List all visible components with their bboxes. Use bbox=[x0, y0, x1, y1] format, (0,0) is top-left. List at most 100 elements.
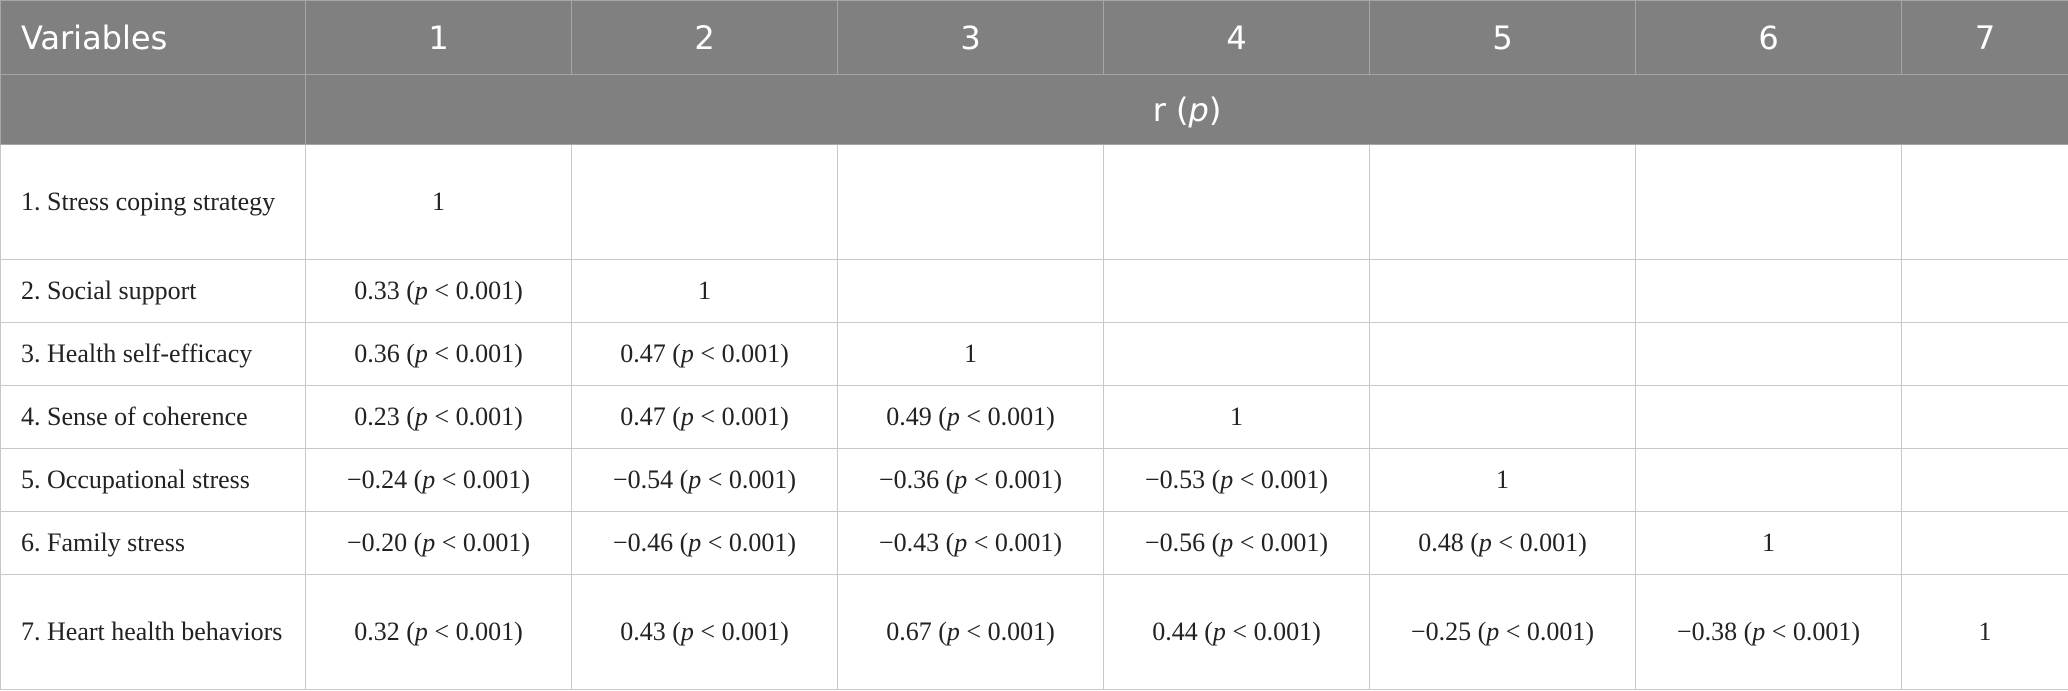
italic-text: p bbox=[414, 276, 428, 305]
italic-text: p bbox=[414, 402, 428, 431]
body-row: 4. Sense of coherence 0.23 (p < 0.001) 0.4… bbox=[0, 385, 2068, 449]
text: −0.38 ( bbox=[1676, 617, 1753, 646]
italic-text: p bbox=[946, 617, 960, 646]
body-row: 7. Heart health behaviors 0.32 (p < 0.001… bbox=[0, 574, 2068, 690]
row-label: 4. Sense of coherence bbox=[0, 385, 306, 449]
italic-text: p bbox=[946, 402, 960, 431]
text: < 0.001) bbox=[427, 339, 523, 368]
text: −0.46 ( bbox=[612, 528, 689, 557]
correlation-cell: 0.44 (p < 0.001) bbox=[1103, 574, 1370, 690]
text: 0.43 ( bbox=[620, 617, 681, 646]
text: r ( bbox=[1152, 90, 1189, 129]
text: < 0.001) bbox=[967, 528, 1063, 557]
text: < 0.001) bbox=[1233, 528, 1329, 557]
italic-text: p bbox=[680, 617, 694, 646]
column-number: 1 bbox=[305, 0, 572, 75]
text: < 0.001) bbox=[427, 276, 523, 305]
empty-cell bbox=[1103, 144, 1370, 260]
correlation-cell: −0.54 (p < 0.001) bbox=[571, 448, 838, 512]
text: −0.53 ( bbox=[1144, 465, 1221, 494]
subheader-cell: r (p) bbox=[305, 74, 2068, 145]
correlation-cell: −0.20 (p < 0.001) bbox=[305, 511, 572, 575]
body-row: 2. Social support 0.33 (p < 0.001) 1 bbox=[0, 259, 2068, 323]
correlation-cell: 0.47 (p < 0.001) bbox=[571, 385, 838, 449]
row-label: 1. Stress coping strategy bbox=[0, 144, 306, 260]
text: < 0.001) bbox=[1225, 617, 1321, 646]
empty-cell bbox=[1635, 322, 1902, 386]
correlation-cell: 0.43 (p < 0.001) bbox=[571, 574, 838, 690]
italic-text: p bbox=[414, 339, 428, 368]
row-label: 5. Occupational stress bbox=[0, 448, 306, 512]
empty-cell bbox=[1369, 385, 1636, 449]
body-row: 3. Health self-efficacy 0.36 (p < 0.001) 0… bbox=[0, 322, 2068, 386]
text: 1 bbox=[1762, 528, 1775, 557]
header-row: Variables 1 2 3 4 5 6 7 bbox=[0, 0, 2068, 75]
text: < 0.001) bbox=[1233, 465, 1329, 494]
text: < 0.001) bbox=[435, 528, 531, 557]
empty-cell bbox=[1369, 322, 1636, 386]
italic-text: p bbox=[1212, 617, 1226, 646]
text: 1 bbox=[1496, 465, 1509, 494]
table-body: 1. Stress coping strategy 1 2. Social supp… bbox=[0, 144, 2068, 690]
correlation-cell: −0.38 (p < 0.001) bbox=[1635, 574, 1902, 690]
text: −0.24 ( bbox=[346, 465, 423, 494]
empty-cell bbox=[1901, 511, 2068, 575]
empty-cell bbox=[1901, 259, 2068, 323]
text: 0.47 ( bbox=[620, 402, 681, 431]
text: < 0.001) bbox=[967, 465, 1063, 494]
text: −0.20 ( bbox=[346, 528, 423, 557]
italic-text: p bbox=[954, 528, 968, 557]
correlation-cell: 0.47 (p < 0.001) bbox=[571, 322, 838, 386]
italic-text: p bbox=[1220, 465, 1234, 494]
text: < 0.001) bbox=[427, 402, 523, 431]
correlation-cell: 1 bbox=[305, 144, 572, 260]
correlation-cell: 1 bbox=[1901, 574, 2068, 690]
empty-cell bbox=[1635, 448, 1902, 512]
italic-text: p bbox=[954, 465, 968, 494]
text: < 0.001) bbox=[427, 617, 523, 646]
correlation-cell: 0.49 (p < 0.001) bbox=[837, 385, 1104, 449]
empty-cell bbox=[1901, 322, 2068, 386]
column-number: 2 bbox=[571, 0, 838, 75]
correlation-cell: 0.67 (p < 0.001) bbox=[837, 574, 1104, 690]
table-header: Variables 1 2 3 4 5 6 7 r (p) bbox=[0, 0, 2068, 145]
correlation-cell: −0.24 (p < 0.001) bbox=[305, 448, 572, 512]
correlation-cell: 0.33 (p < 0.001) bbox=[305, 259, 572, 323]
text: < 0.001) bbox=[1491, 528, 1587, 557]
header-cell bbox=[0, 74, 306, 145]
body-row: 5. Occupational stress −0.24 (p < 0.001) −… bbox=[0, 448, 2068, 512]
correlation-cell: −0.56 (p < 0.001) bbox=[1103, 511, 1370, 575]
italic-text: p bbox=[688, 465, 702, 494]
column-number: 5 bbox=[1369, 0, 1636, 75]
italic-text: p bbox=[688, 528, 702, 557]
text: < 0.001) bbox=[1499, 617, 1595, 646]
column-number: 7 bbox=[1901, 0, 2068, 75]
text: < 0.001) bbox=[701, 528, 797, 557]
row-label: 2. Social support bbox=[0, 259, 306, 323]
column-number: 6 bbox=[1635, 0, 1902, 75]
text: 1 bbox=[432, 187, 445, 216]
text: < 0.001) bbox=[701, 465, 797, 494]
empty-cell bbox=[1901, 448, 2068, 512]
text: < 0.001) bbox=[435, 465, 531, 494]
correlation-cell: 0.48 (p < 0.001) bbox=[1369, 511, 1636, 575]
correlation-cell: 1 bbox=[837, 322, 1104, 386]
text: 0.32 ( bbox=[354, 617, 415, 646]
italic-text: p bbox=[422, 465, 436, 494]
text: 0.67 ( bbox=[886, 617, 947, 646]
correlation-cell: −0.25 (p < 0.001) bbox=[1369, 574, 1636, 690]
row-label: 3. Health self-efficacy bbox=[0, 322, 306, 386]
italic-text: p bbox=[422, 528, 436, 557]
empty-cell bbox=[1635, 259, 1902, 323]
text: −0.56 ( bbox=[1144, 528, 1221, 557]
empty-cell bbox=[1369, 144, 1636, 260]
correlation-cell: 1 bbox=[1103, 385, 1370, 449]
correlation-cell: 1 bbox=[1369, 448, 1636, 512]
empty-cell bbox=[1635, 144, 1902, 260]
text: < 0.001) bbox=[1765, 617, 1861, 646]
body-row: 1. Stress coping strategy 1 bbox=[0, 144, 2068, 260]
correlation-cell: 1 bbox=[1635, 511, 1902, 575]
correlation-cell: −0.36 (p < 0.001) bbox=[837, 448, 1104, 512]
text: 1 bbox=[1230, 402, 1243, 431]
